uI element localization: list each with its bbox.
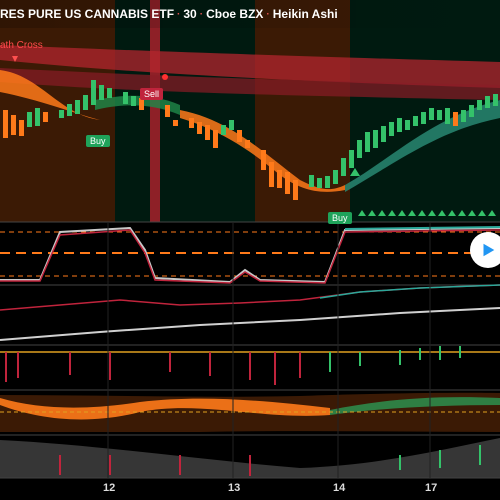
play-button[interactable] — [470, 232, 500, 268]
candles — [3, 80, 498, 200]
separator-dot: · — [266, 8, 270, 20]
signal-triangles — [350, 168, 496, 216]
x-axis-label-17: 17 — [425, 482, 438, 494]
play-icon — [483, 243, 495, 257]
green-cloud-2 — [345, 100, 500, 192]
sell-tag: Sell — [140, 88, 164, 100]
red-ribbon-1 — [0, 45, 500, 88]
bg-region-1 — [0, 0, 115, 222]
chart-header: RES PURE US CANNABIS ETF · 30 · Cboe BZX… — [0, 0, 500, 28]
sell-marker-dot — [162, 74, 168, 80]
bg-region-red — [150, 0, 160, 222]
death-cross-label: ath Cross — [0, 40, 43, 51]
death-cross-arrow — [12, 56, 18, 62]
buy-tag-2: Buy — [328, 212, 352, 224]
line-pane — [0, 284, 500, 341]
chart-type-label: Heikin Ashi — [272, 7, 338, 21]
bg-region-2 — [115, 0, 150, 222]
oscillator-pane — [0, 226, 500, 284]
red-ribbon-2 — [0, 68, 500, 100]
orange-cloud-1 — [0, 70, 100, 120]
separator-dot: · — [199, 8, 204, 20]
separator-dot: · — [177, 8, 181, 20]
cloud-pane — [0, 392, 500, 432]
x-axis-label-12: 12 — [103, 482, 116, 494]
x-axis-label-13: 13 — [228, 482, 241, 494]
buy-tag-1: Buy — [86, 135, 110, 147]
histogram-pane-1 — [0, 346, 500, 385]
exchange-label: Cboe BZX — [206, 7, 264, 21]
area-pane — [0, 438, 500, 478]
green-cloud-1 — [95, 95, 180, 115]
x-axis-label-14: 14 — [333, 482, 346, 494]
interval-label: 30 — [183, 7, 197, 21]
symbol-title: RES PURE US CANNABIS ETF — [0, 7, 175, 21]
